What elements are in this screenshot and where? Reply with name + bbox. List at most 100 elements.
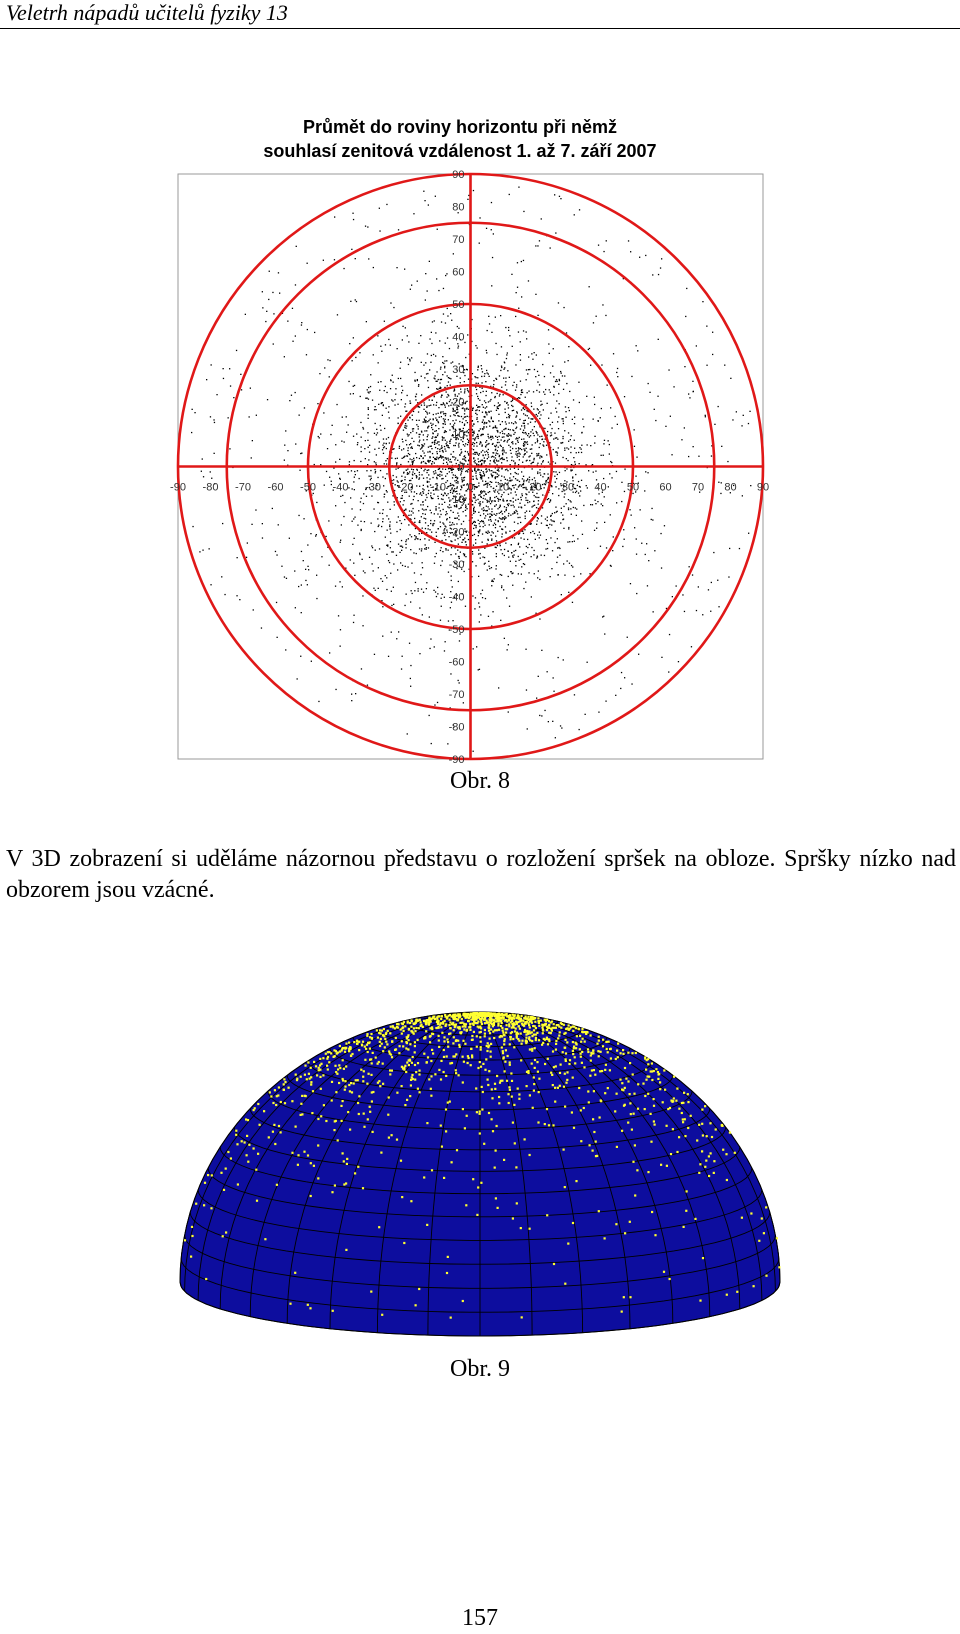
scatter-point	[435, 457, 437, 460]
scatter-point	[485, 412, 487, 414]
dome-point	[333, 1129, 336, 1132]
scatter-point	[411, 463, 414, 466]
scatter-point	[610, 460, 612, 463]
scatter-point	[475, 470, 477, 473]
scatter-point	[435, 552, 437, 555]
dome-point	[437, 1039, 440, 1042]
scatter-point	[502, 458, 504, 461]
scatter-point	[438, 503, 440, 505]
scatter-point	[482, 507, 485, 509]
dome-point	[676, 1150, 679, 1154]
scatter-point	[495, 546, 497, 549]
scatter-point	[359, 352, 361, 354]
scatter-point	[537, 245, 539, 247]
scatter-point	[420, 588, 423, 590]
scatter-point	[552, 677, 554, 679]
scatter-point	[367, 414, 369, 416]
scatter-point	[468, 194, 470, 197]
scatter-point	[487, 530, 489, 532]
scatter-point	[465, 515, 467, 517]
scatter-point	[446, 461, 448, 463]
scatter-point	[541, 435, 543, 437]
scatter-point	[571, 469, 573, 471]
scatter-point	[386, 391, 388, 394]
scatter-point	[518, 480, 521, 483]
scatter-point	[410, 443, 412, 445]
scatter-point	[718, 481, 720, 483]
scatter-point	[632, 492, 634, 495]
scatter-point	[442, 532, 444, 535]
scatter-point	[477, 469, 479, 471]
scatter-point	[646, 543, 648, 545]
header-rule	[0, 28, 960, 29]
dome-point	[362, 1080, 365, 1083]
scatter-point	[577, 492, 580, 494]
dome-point	[376, 1062, 379, 1065]
scatter-point	[432, 497, 434, 500]
scatter-point	[489, 425, 491, 427]
scatter-point	[466, 407, 468, 409]
dome-point	[400, 1085, 403, 1088]
dome-point	[543, 1038, 546, 1041]
scatter-point	[387, 544, 389, 546]
scatter-point	[445, 481, 447, 484]
scatter-point	[550, 519, 552, 521]
scatter-point	[477, 433, 479, 436]
scatter-point	[436, 371, 438, 373]
dome-point	[510, 1031, 514, 1034]
scatter-point	[491, 511, 493, 513]
scatter-point	[483, 457, 485, 459]
scatter-point	[523, 481, 525, 483]
dome-point	[320, 1062, 323, 1065]
scatter-point	[526, 443, 529, 445]
scatter-point	[467, 431, 469, 434]
scatter-point	[530, 488, 532, 491]
scatter-point	[495, 495, 498, 498]
dome-point	[523, 1138, 526, 1141]
scatter-point	[685, 315, 687, 318]
scatter-point	[450, 575, 452, 577]
scatter-point	[459, 429, 461, 431]
scatter-point	[400, 480, 402, 482]
scatter-point	[389, 388, 392, 390]
scatter-point	[377, 476, 379, 479]
dome-point	[336, 1139, 339, 1142]
scatter-point	[515, 427, 517, 430]
scatter-point	[447, 459, 450, 461]
scatter-point	[392, 448, 394, 450]
dome-point	[448, 1018, 451, 1021]
dome-point	[552, 1262, 556, 1266]
dome-point	[447, 1014, 450, 1017]
scatter-point	[479, 552, 481, 555]
scatter-point	[444, 386, 446, 389]
scatter-point	[473, 442, 476, 445]
scatter-point	[476, 464, 478, 466]
scatter-point	[403, 448, 405, 450]
scatter-point	[428, 425, 430, 427]
dome-point	[433, 1017, 436, 1021]
scatter-point	[229, 368, 231, 370]
dome-point	[515, 1034, 518, 1037]
scatter-point	[451, 477, 454, 479]
scatter-point	[541, 403, 543, 405]
scatter-point	[423, 443, 426, 445]
scatter-point	[405, 469, 408, 471]
scatter-point	[436, 442, 438, 445]
scatter-point	[348, 464, 350, 466]
scatter-point	[439, 340, 441, 342]
dome-point	[442, 1070, 445, 1074]
scatter-point	[487, 443, 489, 445]
scatter-point	[526, 493, 528, 496]
dome-point	[334, 1119, 337, 1122]
scatter-point	[370, 522, 372, 524]
scatter-point	[602, 616, 604, 618]
scatter-point	[475, 412, 477, 414]
scatter-point	[491, 455, 494, 457]
scatter-point	[480, 492, 482, 494]
scatter-point	[500, 496, 502, 498]
scatter-point	[494, 462, 496, 464]
dome-point	[463, 1028, 466, 1031]
dome-point	[479, 1030, 482, 1033]
scatter-point	[526, 459, 528, 461]
scatter-point	[400, 522, 403, 525]
